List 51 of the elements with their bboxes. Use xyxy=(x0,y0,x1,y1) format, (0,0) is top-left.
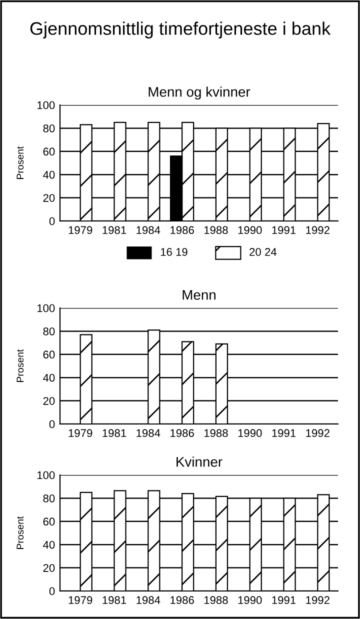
x-tick-label: 1984 xyxy=(136,226,160,234)
x-tick-label: 1992 xyxy=(306,596,330,604)
text: 20 24 xyxy=(250,248,277,256)
x-tick-label: 1992 xyxy=(306,226,330,234)
y-tick-label: 0 xyxy=(49,217,55,226)
y-tick-label: 20 xyxy=(43,397,55,405)
y-tick-label: 80 xyxy=(43,124,55,132)
x-tick-label: 1984 xyxy=(136,429,160,438)
x-tick-label: 1979 xyxy=(68,596,92,604)
x-tick-label: 1981 xyxy=(102,429,126,438)
y-axis-title: Prosent xyxy=(16,349,24,382)
y-tick-label: 60 xyxy=(43,148,55,156)
x-tick-label: 1979 xyxy=(68,226,92,234)
y-tick-label: 20 xyxy=(43,194,55,202)
x-tick-label: 1986 xyxy=(170,596,194,604)
x-tick-label: 1981 xyxy=(102,226,126,234)
y-tick-label: 0 xyxy=(49,420,55,428)
y-tick-label: 100 xyxy=(37,471,55,480)
x-tick-label: 1990 xyxy=(238,226,262,234)
x-tick-label: 1991 xyxy=(272,596,296,604)
y-tick-label: 60 xyxy=(43,518,55,526)
x-tick-label: 1991 xyxy=(272,226,296,234)
x-tick-label: 1979 xyxy=(68,429,92,438)
y-tick-label: 100 xyxy=(37,304,55,312)
y-tick-label: 100 xyxy=(37,101,55,110)
x-tick-label: 1990 xyxy=(238,596,262,604)
y-tick-label: 40 xyxy=(43,374,55,382)
x-tick-label: 1988 xyxy=(204,226,228,234)
x-tick-label: 1990 xyxy=(238,429,262,438)
x-tick-label: 1986 xyxy=(170,429,194,438)
y-tick-label: 80 xyxy=(43,327,55,336)
x-tick-label: 1988 xyxy=(204,596,228,604)
chart-title: Gjennomsnittlig timefortjeneste i bank xyxy=(30,22,331,38)
y-tick-label: 40 xyxy=(43,540,55,549)
y-tick-label: 0 xyxy=(49,587,55,596)
legend-label: 16 19 xyxy=(160,248,188,256)
x-tick-label: 1986 xyxy=(170,226,194,234)
y-tick-label: 80 xyxy=(43,494,55,502)
x-tick-label: 1992 xyxy=(306,429,330,438)
y-tick-label: 40 xyxy=(43,170,55,179)
chart-subtitle: Menn og kvinner xyxy=(148,86,250,100)
chart-title: Menn xyxy=(182,290,216,300)
y-axis-title: Prosent xyxy=(16,146,24,179)
x-tick-label: 1988 xyxy=(204,429,228,438)
x-tick-label: 1991 xyxy=(272,429,296,438)
x-tick-label: 1984 xyxy=(136,596,160,604)
x-tick-label: 1981 xyxy=(102,596,126,604)
y-axis-title: Prosent xyxy=(16,516,24,549)
chart-title: Kvinner xyxy=(176,456,222,467)
y-tick-label: 60 xyxy=(43,350,55,359)
y-tick-label: 20 xyxy=(43,564,55,572)
